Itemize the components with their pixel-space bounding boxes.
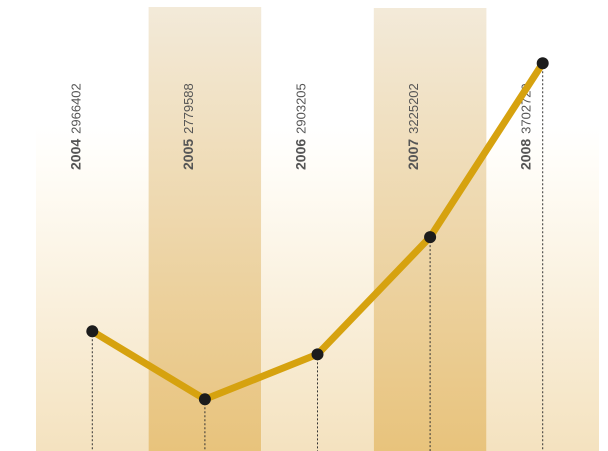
band-2006 bbox=[261, 125, 374, 451]
band-2007 bbox=[374, 8, 487, 451]
background-bands bbox=[36, 7, 599, 451]
year-label: 2008 bbox=[518, 139, 534, 170]
value-label: 2966402 bbox=[68, 83, 83, 134]
year-label: 2007 bbox=[405, 139, 421, 170]
value-label: 2903205 bbox=[294, 83, 309, 134]
year-label: 2005 bbox=[180, 139, 196, 170]
band-2004 bbox=[36, 125, 149, 451]
category-label-2006: 2006 2903205 bbox=[293, 83, 309, 170]
data-point-2004 bbox=[86, 325, 98, 337]
data-point-2007 bbox=[424, 231, 436, 243]
data-point-2005 bbox=[199, 393, 211, 405]
category-label-2005: 2005 2779588 bbox=[180, 83, 196, 170]
data-point-2008 bbox=[537, 57, 549, 69]
category-label-2007: 2007 3225202 bbox=[405, 83, 421, 170]
category-label-2004: 2004 2966402 bbox=[67, 83, 83, 170]
year-label: 2006 bbox=[293, 139, 309, 170]
year-label: 2004 bbox=[67, 139, 83, 170]
value-label: 2779588 bbox=[181, 83, 196, 134]
value-label: 3225202 bbox=[406, 83, 421, 134]
data-point-2006 bbox=[312, 348, 324, 360]
